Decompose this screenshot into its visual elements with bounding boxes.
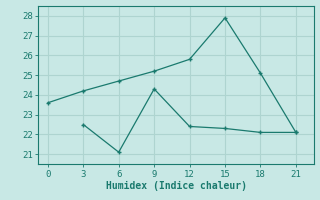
X-axis label: Humidex (Indice chaleur): Humidex (Indice chaleur)	[106, 181, 246, 191]
